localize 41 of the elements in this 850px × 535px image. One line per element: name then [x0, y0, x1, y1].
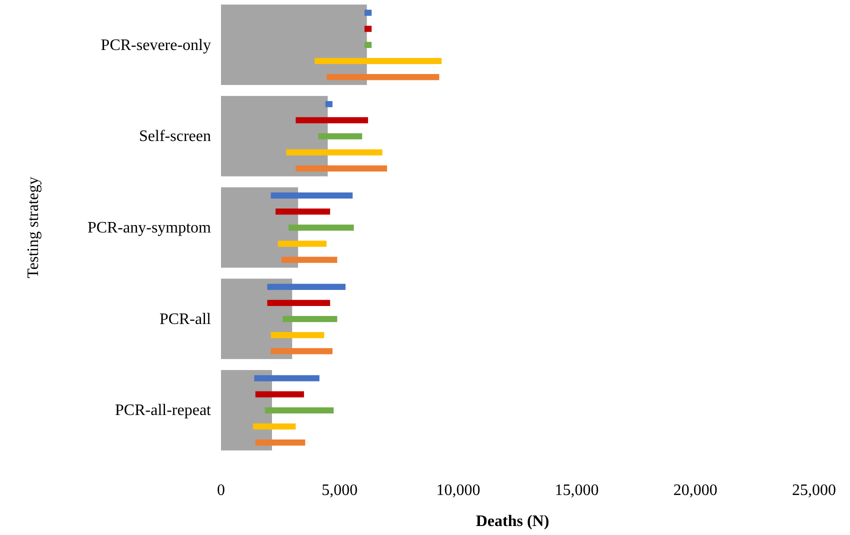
x-tick-label: 5,000 [322, 482, 358, 499]
bar [267, 300, 330, 306]
y-tick-label: PCR-all [159, 310, 212, 328]
y-axis-title: Testing strategy [25, 176, 42, 278]
y-tick-label: PCR-any-symptom [87, 220, 212, 236]
bar [253, 423, 296, 430]
bar [281, 256, 338, 263]
y-tick-label: PCR-all-repeat [115, 402, 212, 420]
bar [286, 149, 382, 156]
bar [288, 224, 354, 231]
x-tick-label: 10,000 [436, 482, 480, 499]
bar [254, 375, 320, 382]
bar [270, 348, 332, 354]
bar [325, 101, 332, 108]
bar [264, 407, 334, 414]
y-tick-label: Self-screen [139, 128, 211, 146]
bar [364, 42, 372, 48]
bar [270, 332, 324, 338]
bar [314, 58, 442, 64]
bar [255, 391, 304, 398]
bar [221, 96, 328, 176]
bar [364, 10, 372, 16]
bar [276, 208, 330, 215]
bar [278, 240, 327, 247]
x-axis-title: Deaths (N) [476, 513, 550, 530]
bar [364, 26, 372, 32]
bar [296, 117, 368, 124]
bar [270, 192, 353, 199]
bar [318, 133, 362, 140]
bar [282, 316, 338, 322]
x-tick-label: 0 [217, 482, 225, 499]
bar [326, 74, 440, 80]
x-tick-label: 15,000 [554, 482, 599, 499]
bar [221, 187, 298, 268]
bar [296, 165, 388, 172]
x-tick-label: 25,000 [792, 482, 836, 499]
y-tick-label: PCR-severe-only [100, 36, 211, 54]
bar [267, 284, 346, 290]
bar [255, 439, 306, 446]
bar [221, 4, 367, 85]
x-tick-label: 20,000 [673, 482, 718, 499]
